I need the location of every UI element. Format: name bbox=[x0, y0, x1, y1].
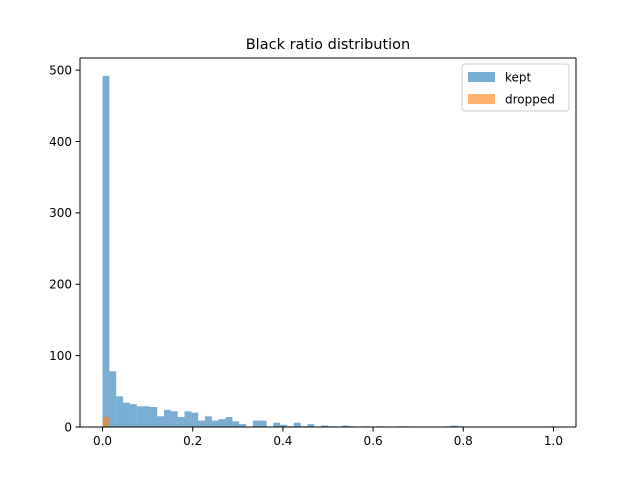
bar-kept-14 bbox=[198, 420, 206, 427]
bar-kept-0 bbox=[102, 75, 110, 428]
bar-kept-4 bbox=[129, 404, 137, 427]
x-tick-label: 1.0 bbox=[544, 434, 563, 448]
x-tick-label: 0.4 bbox=[273, 434, 292, 448]
x-tick-label: 0.2 bbox=[183, 434, 202, 448]
legend-label-kept: kept bbox=[505, 71, 532, 85]
bars-layer bbox=[102, 75, 554, 428]
bar-kept-30 bbox=[307, 424, 315, 427]
legend-label-dropped: dropped bbox=[505, 93, 555, 107]
x-tick-label: 0.6 bbox=[364, 434, 383, 448]
bar-kept-5 bbox=[136, 406, 144, 427]
bar-kept-15 bbox=[205, 416, 212, 427]
bar-kept-9 bbox=[164, 409, 171, 427]
y-tick-label: 200 bbox=[49, 278, 72, 292]
bar-kept-6 bbox=[143, 406, 151, 427]
bar-kept-20 bbox=[239, 424, 247, 427]
bar-kept-35 bbox=[341, 425, 349, 427]
bar-kept-8 bbox=[157, 416, 165, 427]
y-tick-label: 0 bbox=[64, 420, 72, 434]
bar-kept-12 bbox=[184, 411, 192, 427]
bar-kept-51 bbox=[450, 425, 458, 427]
x-tick-label: 0.0 bbox=[93, 434, 112, 448]
y-tick-label: 400 bbox=[49, 135, 72, 149]
x-tick-label: 0.8 bbox=[454, 434, 473, 448]
bar-kept-10 bbox=[170, 411, 178, 427]
bar-kept-16 bbox=[211, 420, 219, 427]
y-tick-label: 500 bbox=[49, 63, 72, 77]
legend: kept dropped bbox=[461, 63, 570, 112]
bar-kept-32 bbox=[321, 425, 328, 427]
chart-title: Black ratio distribution bbox=[246, 37, 411, 53]
bar-kept-23 bbox=[259, 420, 267, 427]
bar-kept-1 bbox=[109, 371, 117, 427]
bar-kept-13 bbox=[191, 412, 199, 427]
series-kept bbox=[102, 75, 465, 428]
legend-swatch-dropped bbox=[468, 94, 495, 104]
bar-kept-18 bbox=[225, 417, 233, 427]
legend-swatch-kept bbox=[468, 72, 495, 82]
bar-kept-22 bbox=[252, 420, 260, 427]
axes-layer: 0.0 0.2 0.4 0.6 0.8 1.0 0 100 200 300 400 500 bbox=[49, 57, 577, 448]
bar-dropped-0 bbox=[102, 417, 110, 427]
bar-kept-7 bbox=[150, 407, 158, 427]
bar-kept-17 bbox=[218, 419, 226, 427]
bar-kept-11 bbox=[177, 417, 185, 427]
bar-kept-25 bbox=[273, 422, 281, 427]
bar-kept-3 bbox=[123, 402, 130, 427]
y-tick-label: 300 bbox=[49, 206, 72, 220]
bar-kept-2 bbox=[116, 396, 124, 427]
bar-kept-28 bbox=[293, 422, 301, 427]
bar-kept-19 bbox=[232, 421, 240, 427]
bar-kept-26 bbox=[280, 424, 287, 427]
y-tick-label: 100 bbox=[49, 349, 72, 363]
